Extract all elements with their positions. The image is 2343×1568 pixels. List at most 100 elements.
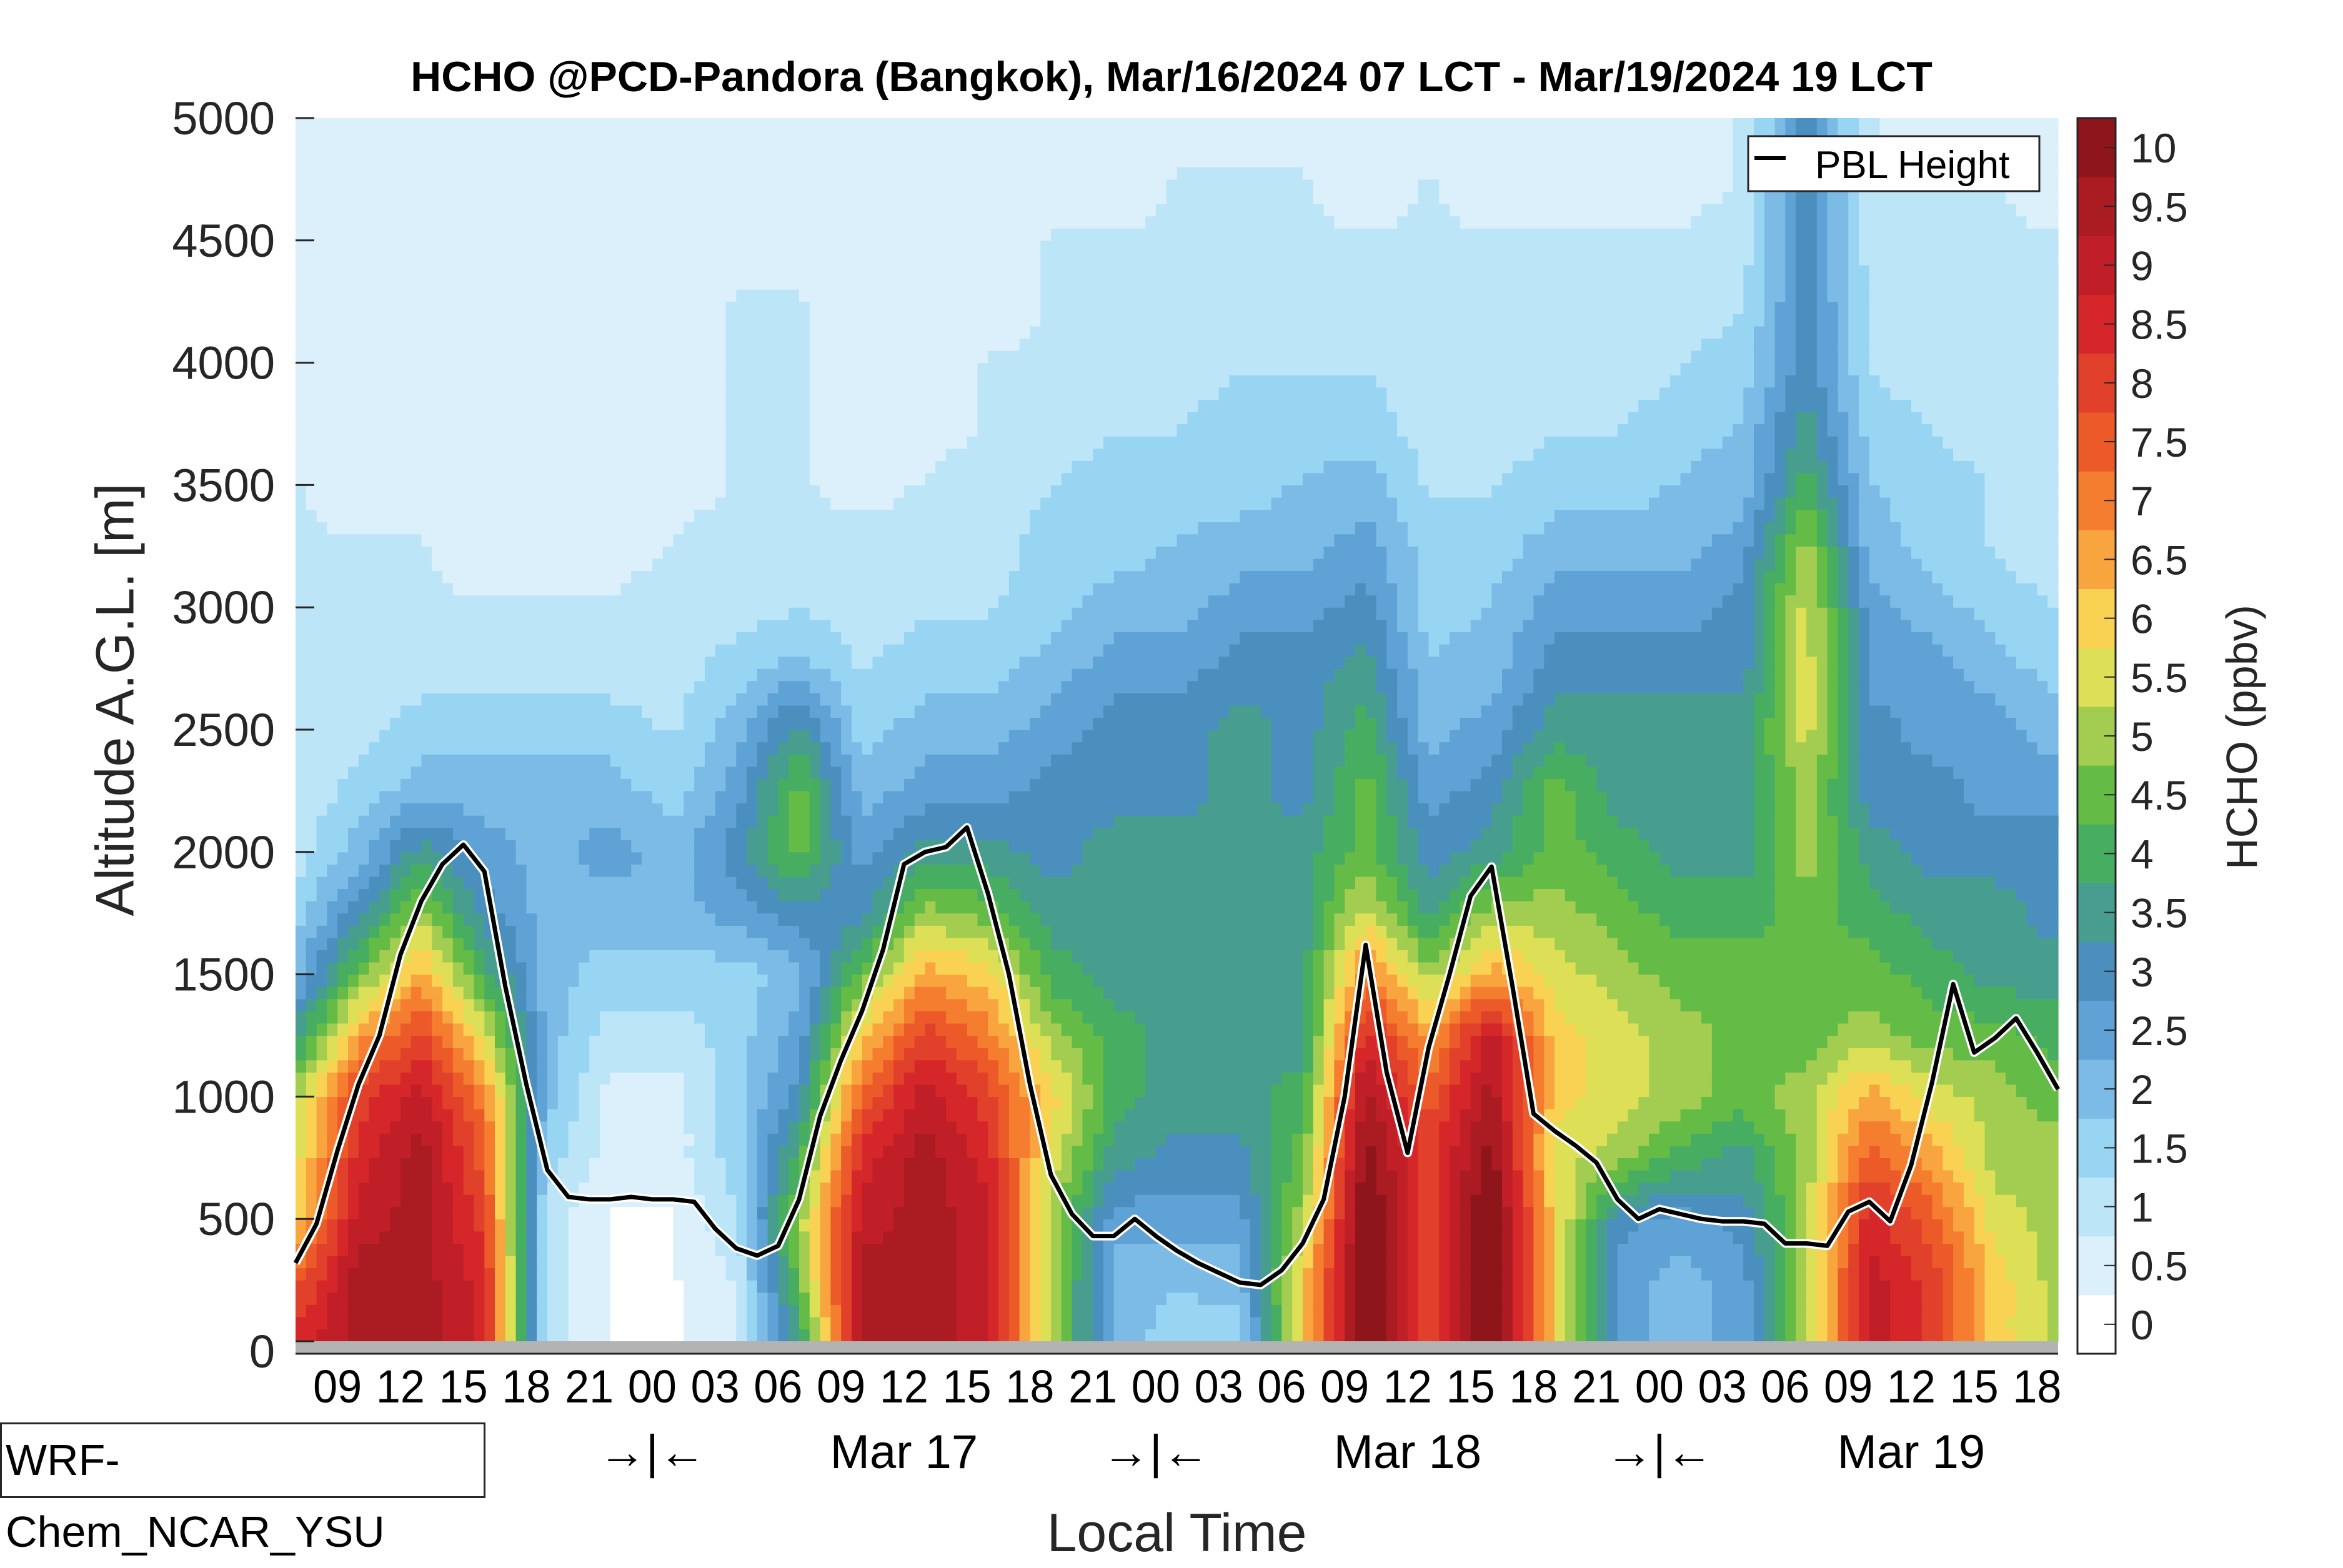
contour-cell bbox=[1008, 583, 1093, 596]
contour-cell bbox=[1596, 1316, 1608, 1329]
contour-cell bbox=[1523, 1329, 1534, 1342]
contour-cell bbox=[1953, 950, 2059, 963]
contour-cell bbox=[547, 1292, 569, 1305]
contour-cell bbox=[1271, 1169, 1293, 1183]
contour-cell bbox=[1061, 1182, 1083, 1195]
contour-cell bbox=[1355, 1194, 1387, 1208]
contour-cell bbox=[757, 1304, 769, 1317]
contour-cell bbox=[1754, 424, 1776, 437]
contour-cell bbox=[1051, 1121, 1073, 1134]
contour-cell bbox=[1082, 595, 1209, 608]
contour-cell bbox=[1754, 1206, 1765, 1219]
contour-cell bbox=[1774, 1145, 1796, 1158]
contour-cell bbox=[1785, 522, 1796, 535]
contour-cell bbox=[1869, 1329, 1891, 1342]
contour-cell bbox=[306, 1072, 317, 1085]
contour-cell bbox=[1859, 533, 1901, 547]
contour-cell bbox=[1555, 937, 1618, 951]
contour-cell bbox=[1586, 1292, 1597, 1305]
contour-cell bbox=[296, 411, 727, 425]
contour-cell bbox=[400, 705, 642, 718]
contour-cell bbox=[1313, 1059, 1325, 1073]
contour-cell bbox=[1701, 1011, 1849, 1024]
contour-cell bbox=[1313, 1255, 1325, 1269]
contour-cell bbox=[1838, 656, 1849, 669]
contour-cell bbox=[1984, 1158, 2059, 1171]
contour-cell bbox=[306, 986, 317, 1000]
contour-cell bbox=[1397, 974, 1408, 987]
contour-cell bbox=[1953, 1206, 1975, 1219]
contour-cell bbox=[862, 1059, 883, 1073]
contour-cell bbox=[1859, 693, 1870, 706]
contour-cell bbox=[946, 986, 988, 1000]
contour-cell bbox=[788, 607, 810, 620]
contour-cell bbox=[1030, 1158, 1041, 1171]
contour-cell bbox=[1397, 1035, 1408, 1048]
contour-cell bbox=[1407, 1243, 1419, 1256]
contour-cell bbox=[1208, 778, 1272, 791]
x-tick-label: 15 bbox=[1950, 1361, 1999, 1412]
contour-cell bbox=[820, 742, 831, 755]
contour-cell bbox=[1250, 1145, 1272, 1158]
contour-cell bbox=[1838, 375, 1859, 388]
contour-cell bbox=[809, 350, 988, 364]
contour-cell bbox=[610, 693, 684, 706]
y-tick-label: 1000 bbox=[172, 1071, 275, 1123]
contour-cell bbox=[1386, 546, 1419, 559]
contour-cell bbox=[1890, 1280, 1923, 1293]
contour-cell bbox=[830, 1145, 842, 1158]
contour-cell bbox=[1984, 619, 2059, 632]
contour-cell bbox=[296, 962, 307, 975]
contour-cell bbox=[1796, 1194, 1807, 1208]
contour-cell bbox=[1859, 399, 1912, 412]
contour-cell bbox=[1796, 1255, 1807, 1269]
contour-cell bbox=[1816, 1048, 1849, 1061]
contour-cell bbox=[1397, 595, 1419, 608]
contour-cell bbox=[988, 350, 1691, 364]
contour-cell bbox=[1491, 693, 1524, 706]
contour-cell bbox=[484, 986, 506, 1000]
contour-cell bbox=[809, 1292, 821, 1305]
contour-cell bbox=[1281, 1219, 1293, 1232]
contour-cell bbox=[862, 913, 883, 926]
contour-cell bbox=[390, 864, 412, 877]
contour-cell bbox=[1774, 815, 1796, 828]
contour-cell bbox=[1103, 1096, 1135, 1109]
contour-cell bbox=[1544, 1059, 1555, 1073]
contour-cell bbox=[1890, 1316, 1923, 1329]
contour-cell bbox=[1502, 1182, 1513, 1195]
contour-cell bbox=[998, 1035, 1020, 1048]
contour-cell bbox=[1113, 1133, 1167, 1146]
contour-cell bbox=[841, 1182, 852, 1195]
contour-cell bbox=[1953, 1219, 1975, 1232]
contour-cell bbox=[1345, 1206, 1356, 1219]
contour-cell bbox=[1544, 1329, 1555, 1342]
contour-cell bbox=[1617, 1280, 1649, 1293]
contour-cell bbox=[1596, 1231, 1608, 1244]
contour-cell bbox=[1796, 693, 1818, 706]
contour-cell bbox=[1533, 925, 1608, 938]
contour-cell bbox=[1596, 1206, 1608, 1219]
contour-cell bbox=[1040, 1096, 1062, 1109]
contour-cell bbox=[883, 1231, 957, 1244]
contour-cell bbox=[1460, 1206, 1471, 1219]
contour-cell bbox=[830, 742, 842, 755]
contour-cell bbox=[1848, 583, 1859, 596]
contour-cell bbox=[1564, 1255, 1576, 1269]
contour-cell bbox=[1764, 314, 1776, 327]
contour-cell bbox=[1145, 1072, 1282, 1085]
contour-cell bbox=[1711, 1292, 1754, 1305]
contour-cell bbox=[1669, 1145, 1723, 1158]
contour-cell bbox=[1796, 338, 1818, 351]
contour-cell bbox=[1544, 583, 1734, 596]
contour-cell bbox=[809, 656, 852, 669]
contour-cell bbox=[1523, 1023, 1534, 1036]
contour-cell bbox=[1030, 1072, 1052, 1085]
contour-cell bbox=[1523, 546, 1702, 559]
contour-cell bbox=[1816, 754, 1838, 767]
contour-cell bbox=[1564, 1011, 1629, 1024]
contour-cell bbox=[852, 815, 905, 828]
contour-cell bbox=[757, 998, 800, 1011]
contour-cell bbox=[1523, 1304, 1534, 1317]
contour-cell bbox=[1859, 424, 1933, 437]
